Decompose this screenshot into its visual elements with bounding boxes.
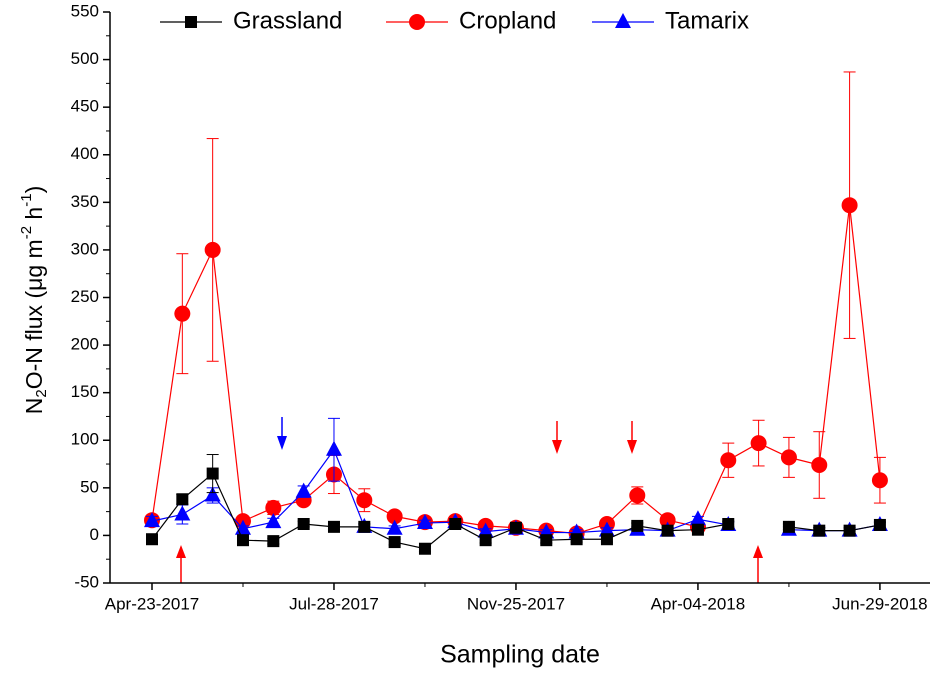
marker — [265, 499, 282, 516]
y-tick-label: 100 — [71, 430, 99, 449]
y-tick-label: 500 — [71, 49, 99, 68]
y-tick-label: 350 — [71, 192, 99, 211]
marker — [661, 524, 674, 537]
marker — [598, 521, 615, 537]
y-axis-label: N2O-N flux (μg m-2 h-1) — [18, 186, 50, 415]
marker — [811, 456, 828, 473]
y-tick-label: 200 — [71, 335, 99, 354]
marker — [873, 518, 886, 531]
marker — [267, 535, 280, 548]
series-line — [151, 472, 881, 550]
marker — [615, 13, 631, 28]
y-label-part: O-N flux (μg m — [21, 239, 47, 389]
marker — [449, 517, 462, 530]
marker — [204, 486, 221, 502]
marker — [813, 524, 826, 537]
x-tick-label: Jun-29-2018 — [832, 594, 927, 613]
x-tick-label: Apr-23-2017 — [105, 594, 200, 613]
marker — [600, 533, 613, 546]
x-axis-label: Sampling date — [440, 641, 600, 669]
marker — [206, 467, 219, 480]
marker — [750, 435, 767, 452]
marker — [325, 440, 342, 456]
marker — [358, 520, 371, 533]
legend-label: Cropland — [459, 7, 556, 34]
marker — [720, 452, 737, 469]
marker — [509, 521, 522, 534]
marker — [176, 493, 189, 506]
marker — [871, 472, 888, 489]
marker — [570, 533, 583, 546]
marker — [185, 16, 197, 28]
marker — [356, 492, 373, 509]
marker — [204, 241, 221, 258]
marker — [629, 487, 646, 504]
marker — [297, 517, 310, 530]
marker — [691, 523, 704, 536]
marker — [409, 14, 425, 30]
marker — [722, 517, 735, 530]
marker — [388, 536, 401, 549]
marker — [416, 514, 433, 530]
series-line — [151, 205, 881, 535]
y-tick-label: 300 — [71, 239, 99, 258]
marker — [843, 524, 856, 537]
y-label-part: 2 — [33, 389, 50, 397]
marker — [386, 508, 403, 525]
marker — [479, 534, 492, 547]
marker — [144, 512, 160, 528]
marker — [327, 520, 340, 533]
y-label-part: h — [21, 207, 47, 226]
marker — [477, 522, 494, 538]
marker — [386, 519, 403, 535]
y-tick-label: 150 — [71, 382, 99, 401]
legend-label: Tamarix — [665, 7, 749, 34]
marker — [631, 519, 644, 532]
marker — [780, 449, 797, 466]
y-label-part: -1 — [18, 193, 35, 206]
marker — [659, 512, 676, 529]
y-tick-label: 250 — [71, 287, 99, 306]
x-tick-label: Nov-25-2017 — [467, 594, 565, 613]
y-label-part: N — [21, 398, 47, 415]
marker — [236, 534, 249, 547]
marker — [174, 505, 191, 521]
marker — [146, 533, 158, 546]
y-tick-label: 450 — [71, 97, 99, 116]
marker — [841, 197, 858, 214]
x-tick-label: Apr-04-2018 — [651, 594, 746, 613]
arrows — [176, 417, 763, 583]
y-tick-label: 400 — [71, 144, 99, 163]
marker — [540, 534, 553, 547]
marker — [265, 513, 282, 529]
y-tick-label: 50 — [80, 477, 99, 496]
marker — [418, 542, 431, 555]
marker — [174, 305, 191, 322]
marker — [689, 510, 706, 526]
y-label-part: -2 — [18, 226, 35, 239]
legend-label: Grassland — [233, 7, 342, 34]
y-tick-label: 0 — [90, 525, 99, 544]
y-tick-label: 550 — [71, 1, 99, 20]
y-tick-label: -50 — [74, 572, 99, 591]
y-label-part: ) — [21, 186, 47, 194]
marker — [782, 520, 795, 533]
x-tick-label: Jul-28-2017 — [289, 594, 379, 613]
marker — [295, 482, 312, 498]
